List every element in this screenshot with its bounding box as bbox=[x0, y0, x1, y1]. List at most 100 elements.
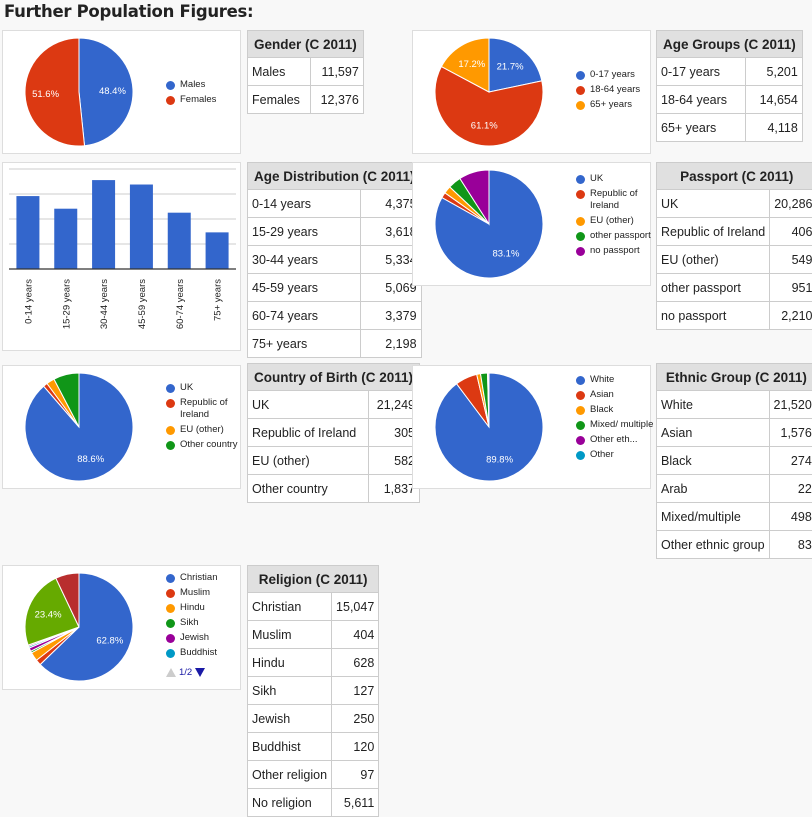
row-label: 30-44 years bbox=[248, 246, 361, 274]
bar[interactable] bbox=[206, 232, 229, 269]
legend-label: Muslim bbox=[180, 587, 210, 599]
legend-item[interactable]: Muslim bbox=[166, 587, 246, 599]
row-label: UK bbox=[657, 190, 770, 218]
legend-label: Sikh bbox=[180, 617, 198, 629]
legend-item[interactable]: other passport bbox=[576, 230, 656, 242]
row-value: 250 bbox=[332, 705, 379, 733]
legend-item[interactable]: Buddhist bbox=[166, 647, 246, 659]
row-value: 498 bbox=[769, 503, 812, 531]
legend-label: no passport bbox=[590, 245, 640, 257]
legend-item[interactable]: Females bbox=[166, 94, 246, 106]
legend-label: Other bbox=[590, 449, 614, 461]
legend-item[interactable]: Mixed/ multiple bbox=[576, 419, 656, 431]
bar[interactable] bbox=[16, 196, 39, 269]
bar[interactable] bbox=[130, 185, 153, 269]
legend-item[interactable]: Christian bbox=[166, 572, 246, 584]
legend-item[interactable]: EU (other) bbox=[576, 215, 656, 227]
row-value: 4,118 bbox=[746, 114, 802, 142]
legend-item[interactable]: Other eth... bbox=[576, 434, 656, 446]
row-value: 15,047 bbox=[332, 593, 379, 621]
legend-dot-icon bbox=[576, 190, 585, 199]
x-tick-label: 30-44 years bbox=[99, 279, 110, 329]
row-value: 3,379 bbox=[360, 302, 421, 330]
bar[interactable] bbox=[168, 213, 191, 269]
row-value: 274 bbox=[769, 447, 812, 475]
slice-label: 61.1% bbox=[471, 121, 498, 132]
legend-item[interactable]: Males bbox=[166, 79, 246, 91]
legend-item[interactable]: Asian bbox=[576, 389, 656, 401]
legend-item[interactable]: EU (other) bbox=[166, 424, 246, 436]
legend-item[interactable]: Other bbox=[576, 449, 656, 461]
legend-label: UK bbox=[590, 173, 603, 185]
legend-item[interactable]: Republic of Ireland bbox=[576, 188, 656, 212]
x-tick-label: 60-74 years bbox=[175, 279, 186, 329]
bar[interactable] bbox=[92, 180, 115, 269]
legend-item[interactable]: Republic of Ireland bbox=[166, 397, 246, 421]
legend-item[interactable]: Hindu bbox=[166, 602, 246, 614]
row-label: Sikh bbox=[248, 677, 332, 705]
legend-item[interactable]: Jewish bbox=[166, 632, 246, 644]
legend-item[interactable]: 0-17 years bbox=[576, 69, 656, 81]
legend-dot-icon bbox=[166, 649, 175, 658]
table-title: Country of Birth (C 2011) bbox=[248, 364, 420, 391]
legend-item[interactable]: Other country bbox=[166, 439, 246, 451]
legend-dot-icon bbox=[576, 71, 585, 80]
row-label: Other religion bbox=[248, 761, 332, 789]
table-title: Ethnic Group (C 2011) bbox=[657, 364, 812, 391]
row-label: Males bbox=[248, 58, 311, 86]
row-label: 18-64 years bbox=[657, 86, 746, 114]
legend-item[interactable]: 65+ years bbox=[576, 99, 656, 111]
table-title: Religion (C 2011) bbox=[248, 566, 379, 593]
legend-dot-icon bbox=[166, 96, 175, 105]
table-title: Passport (C 2011) bbox=[657, 163, 812, 190]
row-value: 2,198 bbox=[360, 330, 421, 358]
page-up-icon[interactable] bbox=[166, 668, 176, 677]
legend-dot-icon bbox=[576, 436, 585, 445]
legend-dot-icon bbox=[576, 376, 585, 385]
legend-dot-icon bbox=[166, 619, 175, 628]
legend-dot-icon bbox=[166, 441, 175, 450]
row-label: 45-59 years bbox=[248, 274, 361, 302]
row-label: 15-29 years bbox=[248, 218, 361, 246]
table-header-row: Age Distribution (C 2011) bbox=[248, 163, 422, 190]
legend-item[interactable]: UK bbox=[166, 382, 246, 394]
row-label: Buddhist bbox=[248, 733, 332, 761]
x-tick-label: 45-59 years bbox=[137, 279, 148, 329]
legend-dot-icon bbox=[576, 406, 585, 415]
slice-label: 23.4% bbox=[35, 610, 62, 621]
page-down-icon[interactable] bbox=[195, 668, 205, 677]
bar[interactable] bbox=[54, 209, 77, 269]
legend-item[interactable]: White bbox=[576, 374, 656, 386]
row-label: other passport bbox=[657, 274, 770, 302]
legend-dot-icon bbox=[166, 384, 175, 393]
page-indicator: 1/2 bbox=[179, 667, 192, 678]
legend-item[interactable]: Sikh bbox=[166, 617, 246, 629]
legend-item[interactable]: 18-64 years bbox=[576, 84, 656, 96]
legend-dot-icon bbox=[576, 101, 585, 110]
legend-item[interactable]: UK bbox=[576, 173, 656, 185]
table-title: Age Distribution (C 2011) bbox=[248, 163, 422, 190]
row-value: 83 bbox=[769, 531, 812, 559]
chart-legend: Christian Muslim Hindu Sikh Jewish Buddhist 1/… bbox=[166, 572, 246, 678]
slice-label: 88.6% bbox=[77, 454, 104, 465]
row-value: 5,201 bbox=[746, 58, 802, 86]
legend-item[interactable]: no passport bbox=[576, 245, 656, 257]
table-header-row: Age Groups (C 2011) bbox=[657, 31, 803, 58]
legend-item[interactable]: Black bbox=[576, 404, 656, 416]
